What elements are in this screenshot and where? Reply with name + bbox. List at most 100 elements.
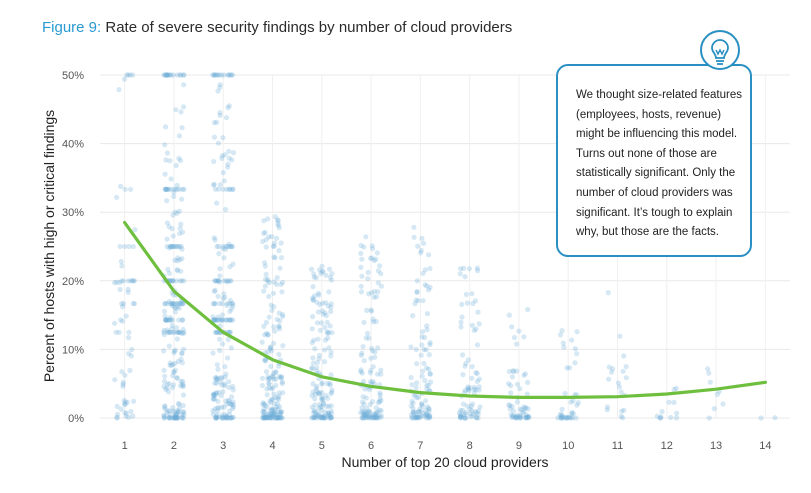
scatter-point xyxy=(169,278,175,284)
scatter-point xyxy=(277,414,283,420)
scatter-point xyxy=(275,415,281,421)
scatter-point xyxy=(181,409,187,415)
scatter-point xyxy=(228,317,234,323)
scatter-point xyxy=(220,246,226,252)
scatter-point xyxy=(264,414,270,421)
scatter-point xyxy=(370,364,376,370)
scatter-point xyxy=(510,413,516,420)
scatter-point xyxy=(119,369,125,375)
scatter-point xyxy=(212,237,218,243)
scatter-point xyxy=(215,278,221,284)
scatter-point xyxy=(321,415,327,421)
scatter-point xyxy=(324,404,330,410)
scatter-point xyxy=(410,400,416,406)
scatter-point xyxy=(213,278,219,284)
scatter-point xyxy=(210,396,216,402)
scatter-point xyxy=(279,289,285,295)
x-tick-label: 9 xyxy=(516,440,522,452)
scatter-point xyxy=(360,412,366,419)
scatter-point xyxy=(506,381,512,387)
scatter-point xyxy=(219,412,225,418)
scatter-point xyxy=(229,243,235,250)
scatter-point xyxy=(229,243,235,250)
scatter-point xyxy=(132,227,138,233)
scatter-point xyxy=(467,406,473,412)
scatter-point xyxy=(172,413,178,419)
scatter-point xyxy=(162,406,168,412)
scatter-point xyxy=(170,329,176,335)
scatter-point xyxy=(120,278,126,284)
scatter-point xyxy=(424,365,430,371)
scatter-point xyxy=(309,340,315,346)
scatter-point xyxy=(423,412,429,418)
scatter-point xyxy=(424,327,430,333)
scatter-point xyxy=(213,415,220,421)
scatter-point xyxy=(320,397,326,403)
scatter-point xyxy=(369,290,375,296)
scatter-point xyxy=(165,72,171,78)
scatter-point xyxy=(365,276,371,282)
scatter-point xyxy=(318,271,324,277)
scatter-point xyxy=(223,415,229,421)
scatter-point xyxy=(420,368,426,374)
scatter-point xyxy=(181,72,187,78)
scatter-point xyxy=(211,134,218,140)
scatter-point xyxy=(221,404,227,410)
scatter-point xyxy=(221,291,227,297)
scatter-point xyxy=(215,366,221,372)
scatter-point xyxy=(325,410,331,416)
scatter-point xyxy=(215,140,222,146)
scatter-point xyxy=(120,379,126,385)
scatter-point xyxy=(210,411,216,417)
scatter-point xyxy=(213,374,219,380)
scatter-point xyxy=(409,415,415,421)
scatter-point xyxy=(319,396,325,402)
scatter-point xyxy=(427,371,433,377)
scatter-point xyxy=(229,157,235,163)
scatter-point xyxy=(214,200,220,206)
scatter-point xyxy=(514,415,520,421)
scatter-point xyxy=(170,278,176,284)
scatter-point xyxy=(313,414,319,420)
scatter-point xyxy=(317,401,323,407)
scatter-point xyxy=(178,268,184,274)
scatter-point xyxy=(168,278,174,284)
scatter-point xyxy=(175,401,182,407)
scatter-point xyxy=(278,281,284,288)
scatter-point xyxy=(264,414,270,420)
scatter-point xyxy=(161,327,167,333)
scatter-point xyxy=(162,186,168,192)
scatter-point xyxy=(178,221,184,227)
scatter-point xyxy=(174,267,180,273)
scatter-point xyxy=(126,335,132,341)
scatter-point xyxy=(359,370,365,376)
scatter-point xyxy=(166,224,172,230)
scatter-point xyxy=(368,367,374,374)
scatter-point xyxy=(368,355,374,361)
x-tick-label: 2 xyxy=(171,440,177,452)
scatter-point xyxy=(320,269,326,275)
scatter-point xyxy=(264,404,270,410)
scatter-point xyxy=(311,410,317,416)
scatter-point xyxy=(121,401,127,407)
scatter-point xyxy=(476,376,482,382)
scatter-point xyxy=(560,340,566,346)
scatter-point xyxy=(618,413,624,419)
scatter-point xyxy=(758,415,764,421)
scatter-point xyxy=(219,341,226,347)
scatter-point xyxy=(265,411,271,417)
scatter-point xyxy=(266,293,272,299)
scatter-point xyxy=(459,415,465,421)
scatter-point xyxy=(427,265,433,272)
scatter-point xyxy=(413,414,419,420)
scatter-point xyxy=(212,301,218,307)
scatter-point xyxy=(214,362,220,368)
scatter-point xyxy=(276,404,283,410)
scatter-point xyxy=(214,412,220,418)
scatter-point xyxy=(213,317,219,323)
scatter-point xyxy=(131,301,138,307)
scatter-point xyxy=(510,368,516,374)
scatter-point xyxy=(368,255,374,261)
scatter-point xyxy=(323,272,329,278)
scatter-point xyxy=(371,257,377,264)
